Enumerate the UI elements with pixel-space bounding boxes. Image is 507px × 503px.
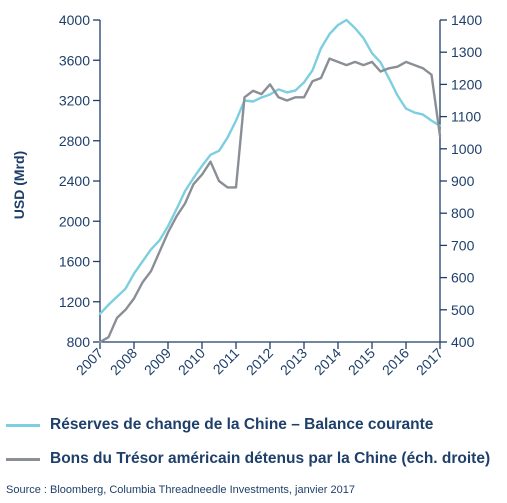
y-left-tick-label: 800: [67, 334, 91, 350]
x-tick-label: 2015: [345, 345, 378, 378]
y-right-tick-label: 1300: [451, 44, 482, 60]
y-right-tick-label: 800: [451, 205, 475, 221]
series-line-reserves: [98, 18, 442, 315]
series-line-treasuries: [98, 57, 442, 344]
y-left-tick-label: 2000: [59, 213, 90, 229]
chart: 800 1200 1600 2000 2400 2800 3200 3600 4000 400 50…: [11, 12, 482, 378]
legend: Réserves de change de la Chine – Balance…: [6, 413, 490, 481]
x-tick-label: 2010: [175, 345, 208, 378]
x-tick-label: 2013: [277, 345, 310, 378]
x-tick-label: 2016: [379, 345, 412, 378]
y-left-tick-label: 4000: [59, 12, 90, 28]
y-left-tick-label: 3600: [59, 52, 90, 68]
x-tick-label: 2009: [141, 345, 174, 378]
legend-label-treasuries: Bons du Trésor américain détenus par la …: [50, 450, 491, 467]
y-right-tick-label: 500: [451, 302, 475, 318]
x-tick-label: 2012: [243, 345, 276, 378]
y-left-tick-label: 3200: [59, 93, 90, 109]
y-right-tick-label: 1000: [451, 141, 482, 157]
legend-swatch-treasuries: [6, 457, 40, 461]
y-left-tick-label: 2400: [59, 173, 90, 189]
legend-label-reserves: Réserves de change de la Chine – Balance…: [50, 416, 434, 433]
x-tick-label: 2014: [311, 345, 344, 378]
y-left-tick-label: 2800: [59, 133, 90, 149]
chart-series: [98, 18, 442, 344]
y-axis-title: USD (Mrd): [11, 151, 27, 219]
y-right-tick-label: 1400: [451, 12, 482, 28]
chart-axes: [93, 19, 447, 349]
y-left-tick-label: 1600: [59, 254, 90, 270]
legend-swatch-reserves: [6, 423, 40, 427]
x-tick-label: 2011: [210, 345, 243, 378]
y-right-tick-label: 700: [451, 237, 475, 253]
legend-item-reserves: Réserves de change de la Chine – Balance…: [6, 413, 490, 437]
y-right-tick-label: 900: [451, 173, 475, 189]
source-note: Source : Bloomberg, Columbia Threadneedl…: [6, 484, 355, 496]
y-right-tick-label: 400: [451, 334, 475, 350]
y-right-tick-label: 1200: [451, 76, 482, 92]
y-right-tick-label: 1100: [451, 109, 481, 125]
x-tick-label: 2017: [413, 345, 446, 378]
y-right-tick-label: 600: [451, 270, 475, 286]
legend-item-treasuries: Bons du Trésor américain détenus par la …: [6, 447, 490, 471]
x-tick-label: 2008: [107, 345, 140, 378]
y-left-tick-label: 1200: [59, 294, 90, 310]
